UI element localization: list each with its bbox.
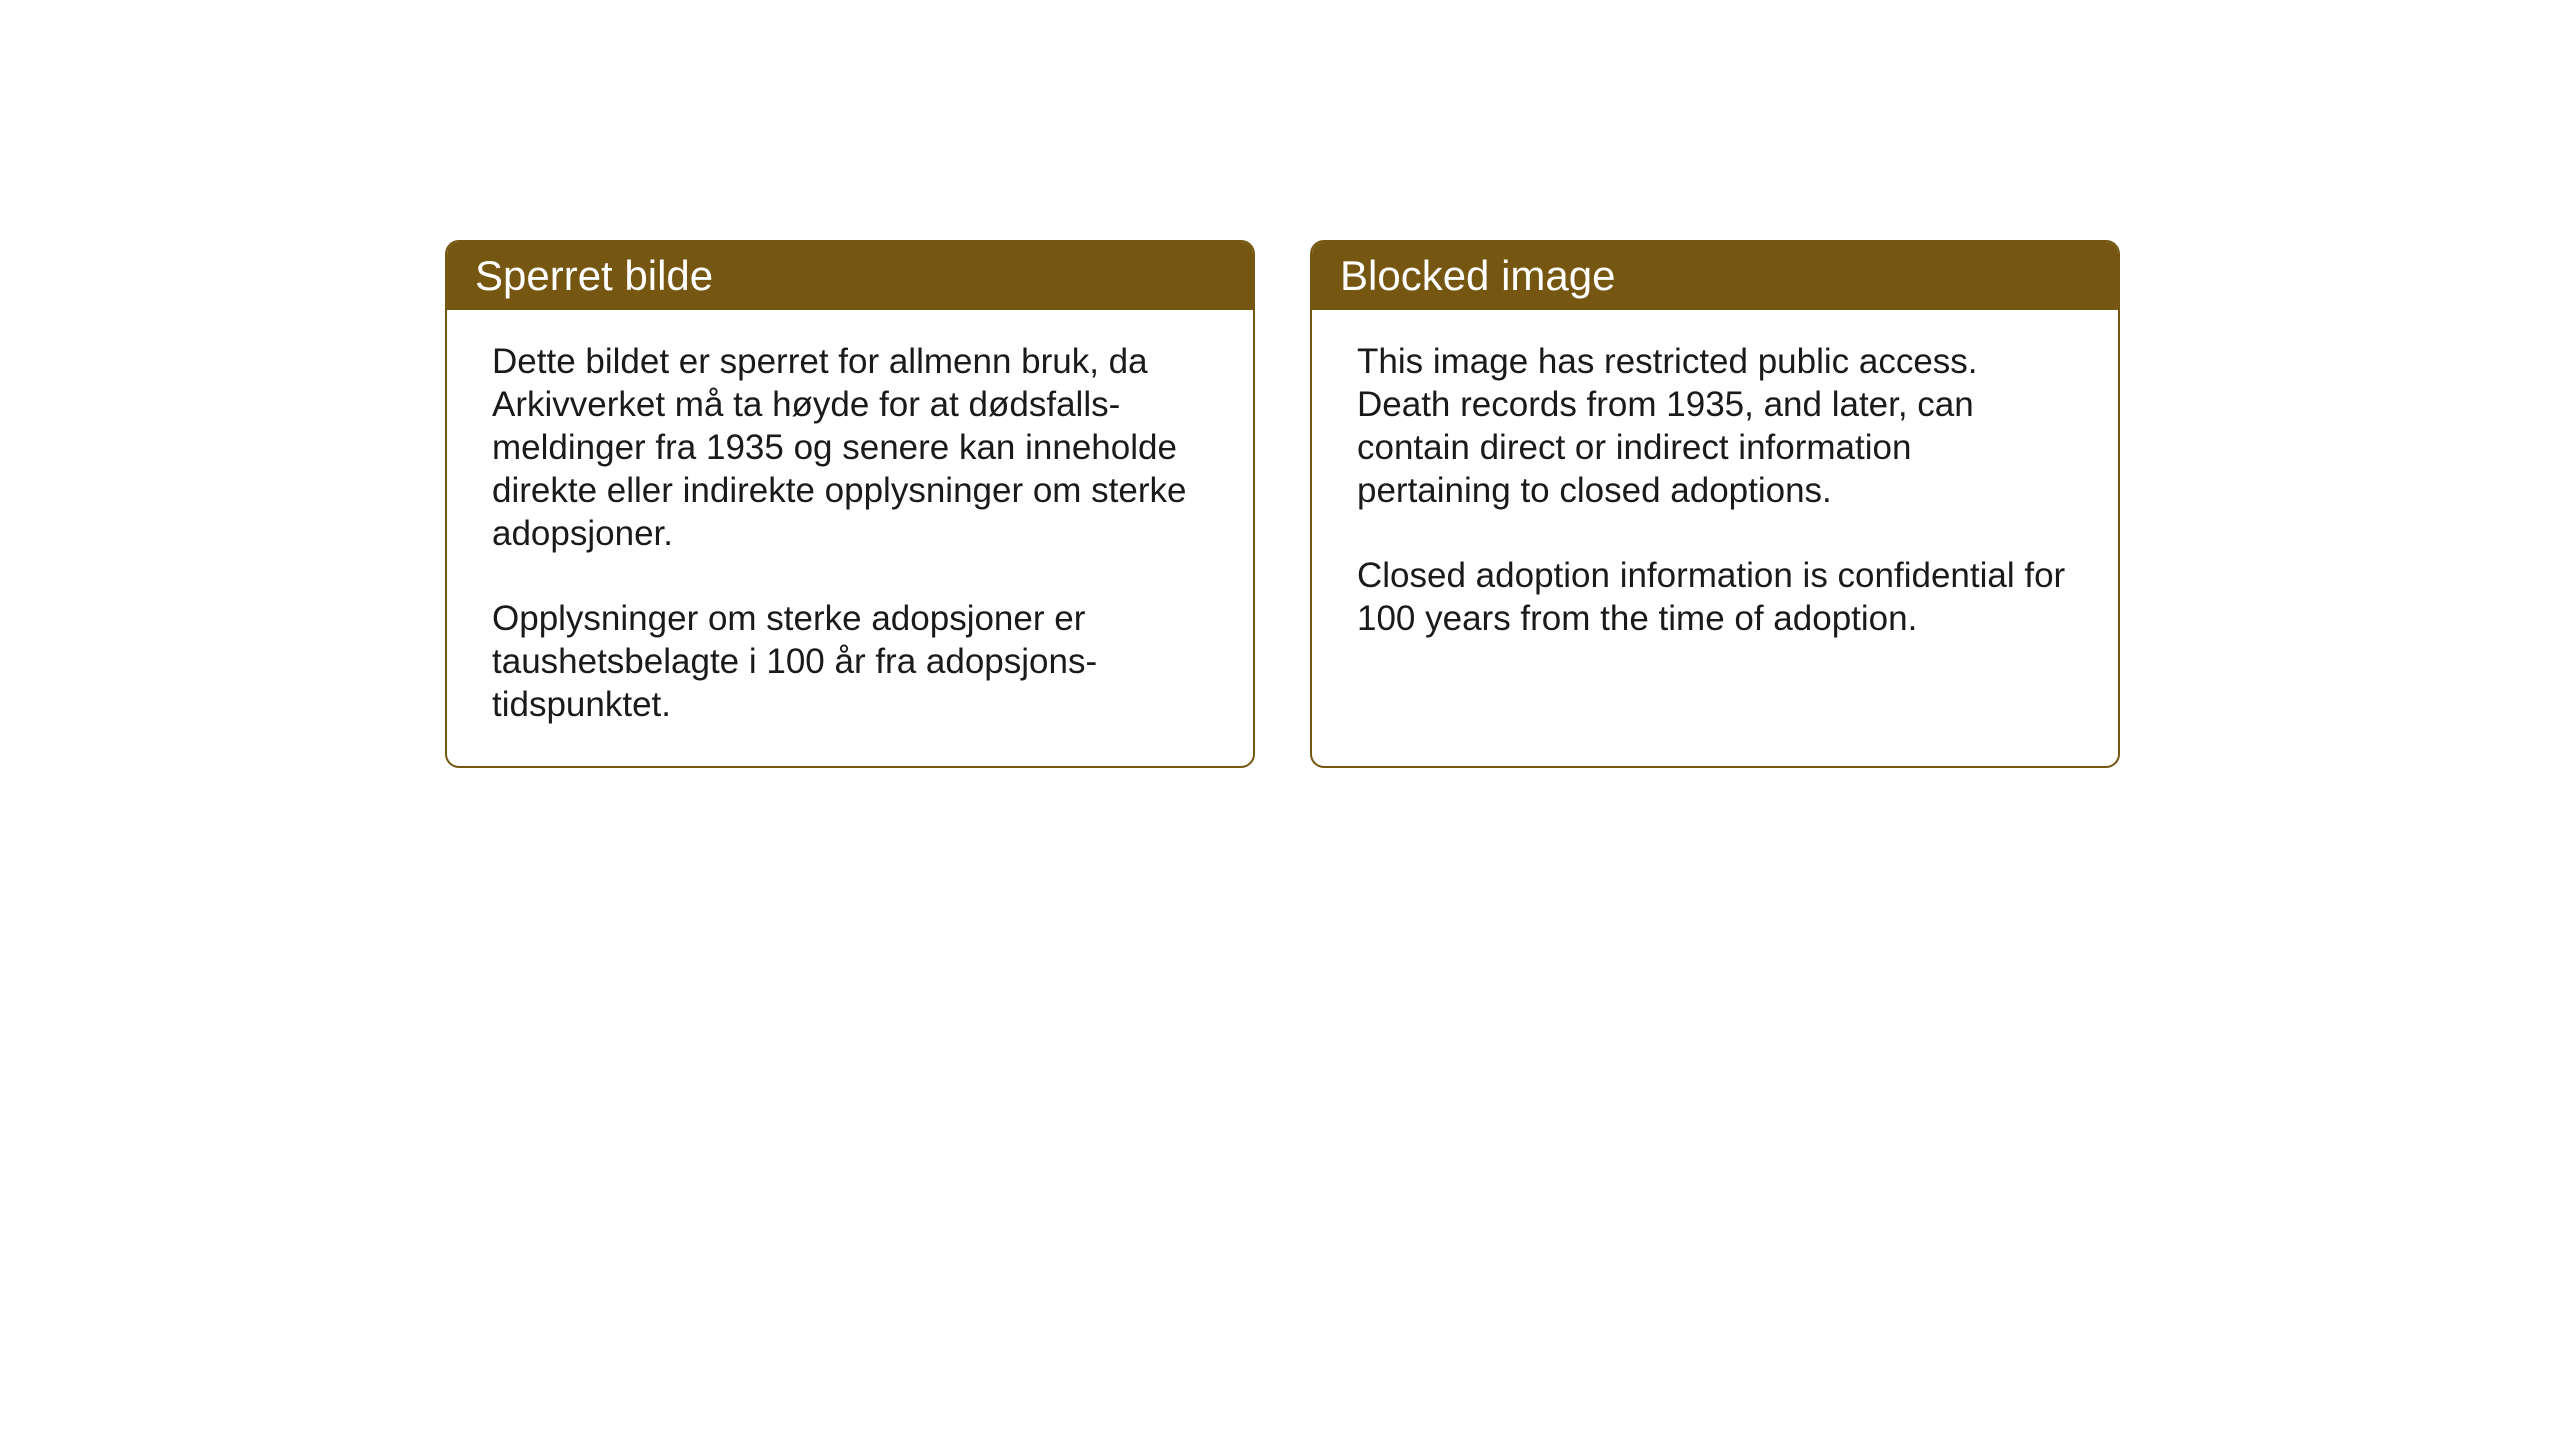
notice-container: Sperret bilde Dette bildet er sperret fo… <box>445 240 2120 768</box>
english-notice-card: Blocked image This image has restricted … <box>1310 240 2120 768</box>
norwegian-notice-card: Sperret bilde Dette bildet er sperret fo… <box>445 240 1255 768</box>
norwegian-paragraph-1: Dette bildet er sperret for allmenn bruk… <box>492 340 1208 555</box>
english-paragraph-1: This image has restricted public access.… <box>1357 340 2073 512</box>
norwegian-paragraph-2: Opplysninger om sterke adopsjoner er tau… <box>492 597 1208 726</box>
english-paragraph-2: Closed adoption information is confident… <box>1357 554 2073 640</box>
english-card-body: This image has restricted public access.… <box>1312 310 2118 750</box>
english-card-title: Blocked image <box>1312 242 2118 310</box>
norwegian-card-body: Dette bildet er sperret for allmenn bruk… <box>447 310 1253 766</box>
norwegian-card-title: Sperret bilde <box>447 242 1253 310</box>
